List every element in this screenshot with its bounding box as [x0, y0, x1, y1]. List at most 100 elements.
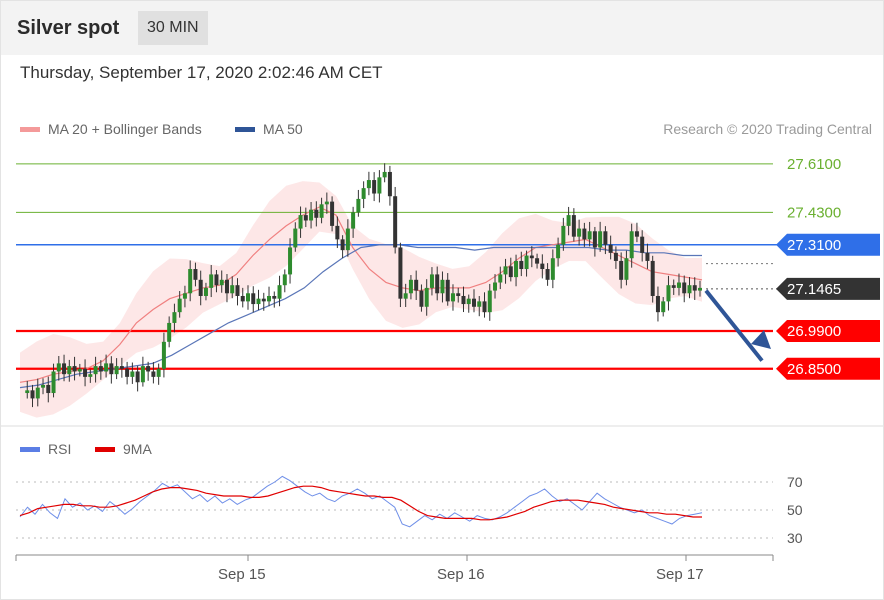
candle-body: [177, 298, 182, 313]
candle-body: [72, 366, 77, 372]
candle-body: [214, 274, 219, 286]
candle-body: [650, 260, 655, 296]
candle-body: [613, 252, 618, 261]
candle-body: [387, 171, 392, 197]
candle-body: [51, 371, 56, 394]
candle-body: [498, 274, 503, 283]
candle-body: [288, 247, 293, 275]
candle-body: [98, 366, 103, 372]
candle-body: [550, 258, 555, 280]
candle-body: [125, 368, 130, 377]
candle-body: [414, 279, 419, 291]
candle-body: [577, 228, 582, 237]
candle-body: [140, 366, 145, 383]
candle-body: [172, 312, 177, 323]
candle-body: [62, 363, 67, 375]
candle-body: [83, 368, 88, 377]
candle-body: [398, 247, 403, 299]
candle-body: [114, 366, 119, 375]
candle-body: [377, 177, 382, 194]
candle-body: [482, 301, 487, 313]
legend-9ma: 9MA: [95, 441, 152, 457]
level-tag-box-4: [776, 320, 880, 343]
ma20-swatch-icon: [20, 126, 40, 132]
candle-body: [603, 231, 608, 245]
candle-body: [156, 368, 161, 377]
candle-body: [25, 390, 30, 394]
candle-body: [41, 384, 46, 388]
rsi-tick-label: 30: [787, 530, 803, 546]
candle-body: [450, 293, 455, 302]
candle-body: [535, 258, 540, 264]
candle-body: [514, 260, 519, 278]
forecast-arrow-head-icon: [751, 330, 771, 349]
candle-body: [230, 285, 235, 294]
candle-body: [56, 363, 61, 372]
candle-body: [340, 239, 345, 251]
candle-body: [261, 298, 266, 302]
legend-ma20: MA 20 + Bollinger Bands: [20, 121, 202, 137]
legend-ma50: MA 50: [235, 121, 303, 137]
ma9-label: 9MA: [123, 441, 152, 457]
x-label-sep16: Sep 16: [437, 566, 485, 583]
candle-body: [582, 228, 587, 240]
candle-body: [345, 228, 350, 251]
timeframe-badge[interactable]: 30 MIN: [138, 11, 208, 45]
candle-body: [466, 298, 471, 305]
candle-body: [324, 201, 329, 205]
candle-body: [193, 269, 198, 280]
candle-body: [393, 196, 398, 248]
candle-body: [30, 390, 35, 399]
candle-body: [598, 231, 603, 248]
candle-body: [687, 285, 692, 294]
level-tag-3: 27.1465: [787, 281, 841, 298]
candle-body: [224, 279, 229, 294]
timestamp: Thursday, September 17, 2020 2:02:46 AM …: [20, 63, 383, 82]
candle-body: [645, 252, 650, 261]
rsi-swatch-icon: [20, 446, 40, 452]
candle-body: [424, 287, 429, 307]
candle-body: [629, 231, 634, 259]
candle-body: [655, 295, 660, 313]
ma50-line: [19, 244, 702, 389]
ma9-swatch-icon: [95, 446, 115, 452]
candle-body: [408, 279, 413, 294]
copyright: Research © 2020 Trading Central: [663, 121, 872, 137]
candle-body: [608, 244, 613, 253]
candle-body: [219, 279, 224, 286]
candle-body: [303, 215, 308, 221]
candle-body: [671, 285, 676, 288]
candle-body: [46, 384, 51, 394]
legend-rsi: RSI: [20, 441, 71, 457]
ma20-label: MA 20 + Bollinger Bands: [48, 121, 202, 137]
ma50-label: MA 50: [263, 121, 303, 137]
candle-body: [330, 201, 335, 226]
candle-body: [561, 225, 566, 245]
candle-body: [298, 215, 303, 229]
candle-body: [366, 180, 371, 189]
candle-body: [461, 295, 466, 305]
instrument-title: Silver spot: [17, 17, 120, 39]
level-tag-0: 27.6100: [787, 156, 841, 173]
rsi-line: [19, 475, 703, 528]
candle-body: [456, 293, 461, 296]
x-label-sep17: Sep 17: [656, 566, 704, 583]
candle-body: [161, 341, 166, 369]
candle-body: [135, 371, 140, 383]
candle-body: [566, 215, 571, 226]
candle-body: [503, 266, 508, 275]
forecast-arrow-line: [704, 289, 764, 362]
candle-body: [167, 322, 172, 342]
candle-body: [661, 301, 666, 313]
level-tag-box-3: [776, 277, 880, 300]
candle-body: [109, 363, 114, 375]
candle-body: [93, 366, 98, 375]
candle-body: [151, 371, 156, 377]
candle-body: [351, 212, 356, 229]
candle-body: [640, 236, 645, 253]
candle-body: [472, 298, 476, 307]
candle-body: [246, 293, 250, 302]
candle-body: [403, 293, 408, 299]
candle-body: [235, 285, 240, 296]
candle-body: [203, 287, 208, 296]
